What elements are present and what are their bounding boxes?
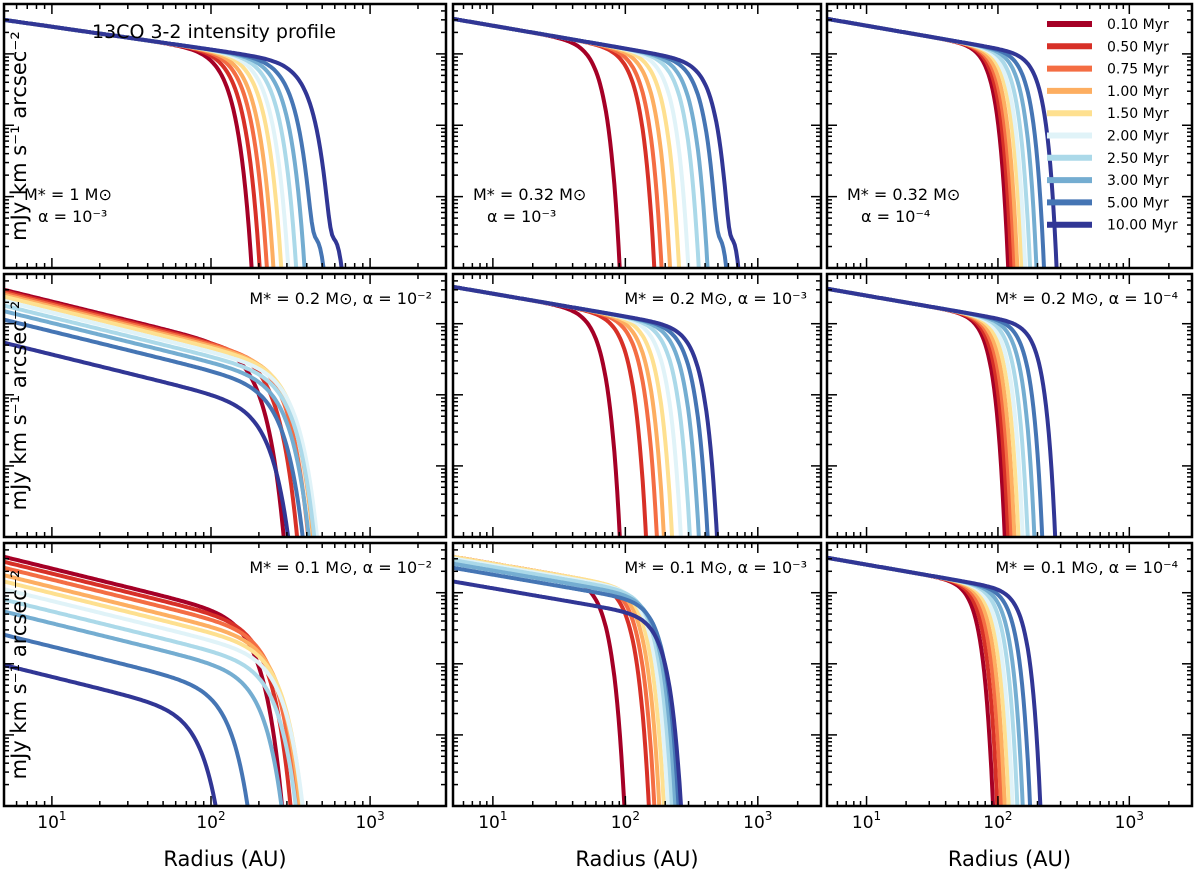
legend-label: 10.00 Myr: [1107, 218, 1178, 234]
panel-r2c2: M* = 0.2 M⊙, α = 10⁻³: [451, 272, 823, 539]
panel-r1c2: M* = 0.32 M⊙ α = 10⁻³: [451, 2, 823, 270]
x-tick-label: 101: [852, 809, 881, 833]
series-line-5-00-myr: [453, 565, 681, 806]
panel-annotation: M* = 0.2 M⊙, α = 10⁻²: [249, 289, 432, 308]
series-line-0-50-myr: [4, 289, 300, 537]
panel-annotation: M* = 0.1 M⊙, α = 10⁻²: [249, 558, 432, 577]
series-line-10-00-myr: [4, 340, 291, 537]
series-line-1-00-myr: [453, 16, 673, 268]
legend-label: 1.00 Myr: [1107, 84, 1169, 100]
series-line-0-10-myr: [4, 287, 286, 537]
series-group: [4, 287, 320, 537]
series-line-10-00-myr: [827, 286, 1058, 537]
panel-r3c3: 101 102 103 Radius (AU) M* = 0.1 M⊙, α = 10⁻…: [825, 541, 1194, 871]
series-group: [4, 17, 344, 268]
panel-frame: [451, 2, 823, 270]
legend-label: 0.50 Myr: [1107, 39, 1169, 55]
series-line-1-50-myr: [4, 579, 305, 806]
series-line-1-50-myr: [4, 294, 318, 537]
series-line-10-00-myr: [827, 555, 1043, 806]
series-line-10-00-myr: [827, 16, 1059, 268]
series-line-5-00-myr: [4, 632, 250, 806]
series-line-2-50-myr: [4, 597, 298, 806]
panel-frame: [2, 2, 448, 270]
panel-r1c3: M* = 0.32 M⊙ α = 10⁻⁴ 0.10 Myr 0.50 Myr 0.75…: [825, 2, 1194, 270]
panel-annotation-mass: M* = 0.32 M⊙: [847, 185, 960, 204]
series-line-10-00-myr: [453, 579, 684, 806]
x-axis-title: Radius (AU): [948, 847, 1071, 871]
series-line-3-00-myr: [4, 309, 311, 537]
x-tick-label: 102: [611, 809, 640, 833]
legend-label: 0.75 Myr: [1107, 62, 1169, 78]
series-line-3-00-myr: [4, 609, 284, 806]
series-line-10-00-myr: [4, 663, 218, 806]
y-axis-title: mJy km s⁻¹ arcsec⁻²: [7, 301, 31, 511]
panel-annotation-alpha: α = 10⁻³: [487, 207, 556, 226]
series-line-10-00-myr: [453, 284, 720, 537]
panel-r3c2: 101 102 103 Radius (AU) M* = 0.1 M⊙, α = 10⁻…: [451, 541, 823, 871]
series-line-2-50-myr: [4, 303, 317, 537]
series-line-5-00-myr: [4, 317, 305, 537]
series-group: [827, 555, 1043, 806]
series-group: [4, 554, 305, 806]
series-line-1-00-myr: [4, 573, 303, 806]
y-axis-title: mJy km s⁻¹ arcsec⁻²: [7, 31, 31, 241]
panel-r2c1: 100101102103mJy km s⁻¹ arcsec⁻²M* = 0.2 …: [2, 272, 448, 539]
x-axis-title: Radius (AU): [163, 847, 286, 871]
panel-r2c3: M* = 0.2 M⊙, α = 10⁻⁴: [825, 272, 1194, 539]
x-tick-label: 102: [983, 809, 1012, 833]
x-tick-label: 103: [743, 809, 772, 833]
panel-annotation-mass: M* = 1 M⊙: [24, 185, 112, 204]
series-group: [453, 554, 684, 806]
x-tick-label: 101: [478, 809, 507, 833]
series-line-2-00-myr: [4, 587, 305, 806]
legend-label: 3.00 Myr: [1107, 173, 1169, 189]
series-line-0-75-myr: [4, 565, 299, 806]
panel-r3c1: 100101102103101102103Radius (AU)mJy km s…: [2, 541, 448, 871]
panel-annotation: M* = 0.1 M⊙, α = 10⁻⁴: [995, 558, 1178, 577]
series-line-2-00-myr: [4, 298, 320, 537]
panel-annotation: M* = 0.2 M⊙, α = 10⁻⁴: [995, 289, 1178, 308]
legend-label: 0.10 Myr: [1107, 17, 1169, 33]
series-group: [827, 16, 1059, 268]
panel-annotation: M* = 0.1 M⊙, α = 10⁻³: [624, 558, 807, 577]
x-tick-label: 103: [355, 809, 384, 833]
panel-r1c1: 100101102103mJy km s⁻¹ arcsec⁻²M* = 1 M⊙…: [2, 2, 448, 270]
x-tick-label: 103: [1115, 809, 1144, 833]
series-group: [827, 286, 1058, 537]
legend-label: 2.00 Myr: [1107, 129, 1169, 145]
x-axis-title: Radius (AU): [575, 847, 698, 871]
legend-label: 5.00 Myr: [1107, 195, 1169, 211]
legend-label: 1.50 Myr: [1107, 106, 1169, 122]
legend-label: 2.50 Myr: [1107, 151, 1169, 167]
series-line-10-00-myr: [4, 17, 344, 268]
series-line-0-50-myr: [4, 559, 293, 806]
x-tick-label: 101: [37, 809, 66, 833]
panel-annotation-alpha: α = 10⁻³: [38, 207, 107, 226]
y-axis-title: mJy km s⁻¹ arcsec⁻²: [7, 570, 31, 780]
series-line-0-75-myr: [4, 17, 269, 268]
series-group: [453, 284, 720, 537]
chart-title: 13CO 3-2 intensity profile: [92, 21, 336, 43]
panel-annotation-alpha: α = 10⁻⁴: [861, 207, 930, 226]
legend: 0.10 Myr 0.50 Myr 0.75 Myr 1.00 Myr 1.50 Myr…: [1047, 17, 1178, 234]
x-tick-label: 102: [196, 809, 225, 833]
panel-annotation: M* = 0.2 M⊙, α = 10⁻³: [624, 289, 807, 308]
series-group: [453, 16, 741, 268]
panel-annotation-mass: M* = 0.32 M⊙: [473, 185, 586, 204]
series-line-10-00-myr: [453, 16, 741, 268]
